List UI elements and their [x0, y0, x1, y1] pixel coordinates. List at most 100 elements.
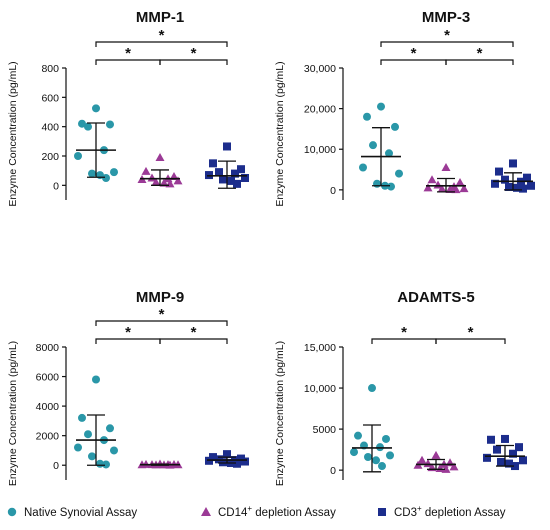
panel-title: MMP-1	[136, 9, 184, 26]
y-tick-label: 200	[41, 151, 59, 163]
data-point-square	[501, 434, 509, 443]
data-point-triangle	[423, 183, 433, 192]
data-point-square	[227, 176, 235, 185]
y-axis-label: Enzyme Concentration (pg/mL)	[274, 341, 286, 486]
data-point-circle	[106, 424, 114, 433]
data-point-square	[497, 457, 505, 466]
data-point-circle	[391, 122, 399, 131]
data-point-square	[509, 449, 517, 458]
significance-star: *	[125, 45, 131, 62]
data-point-square	[223, 450, 231, 459]
data-point-square	[513, 183, 521, 192]
y-axis-label: Enzyme Concentration (pg/mL)	[7, 61, 19, 206]
y-tick-label: 800	[41, 63, 59, 75]
data-point-square	[241, 457, 249, 466]
data-point-triangle	[155, 152, 165, 161]
chart-panel-2: MMP-3 Enzyme Concentration (pg/mL) 0 10,000…	[274, 9, 535, 207]
data-point-circle	[385, 149, 393, 158]
legend-label-rest: depletion Assay	[252, 507, 336, 519]
data-point-triangle	[451, 185, 461, 194]
data-point-triangle	[455, 178, 465, 187]
data-point-triangle	[141, 166, 151, 175]
data-point-triangle	[445, 184, 455, 193]
y-tick-label: 0	[53, 180, 59, 192]
data-point-circle	[354, 431, 362, 440]
data-point-triangle	[431, 450, 441, 459]
y-tick-label: 6000	[36, 372, 60, 384]
y-tick-label: 400	[41, 122, 59, 134]
chart-panel-3: MMP-9 Enzyme Concentration (pg/mL) 0 2000 40…	[7, 289, 249, 486]
data-point-square	[231, 169, 239, 178]
data-point-circle	[110, 168, 118, 177]
significance-star: *	[125, 324, 131, 341]
data-point-square	[233, 459, 241, 468]
legend-label-rest: depletion Assay	[422, 507, 506, 519]
data-point-triangle	[435, 464, 445, 473]
data-point-square	[215, 168, 223, 177]
significance-star: *	[411, 45, 417, 62]
y-tick-label: 600	[41, 92, 59, 104]
data-point-triangle	[441, 163, 451, 172]
data-point-triangle	[459, 184, 469, 193]
legend-label-main: CD3	[394, 507, 417, 519]
significance-star: *	[468, 324, 474, 341]
y-tick-label: 8000	[36, 342, 60, 354]
data-point-circle	[368, 384, 376, 393]
data-point-circle	[92, 104, 100, 113]
y-tick-label: 4000	[36, 401, 60, 413]
data-point-circle	[88, 169, 96, 178]
y-tick-label: 0	[53, 460, 59, 472]
legend-label: CD14+ depletion Assay	[218, 504, 336, 519]
legend-marker-square	[378, 508, 386, 516]
data-point-circle	[88, 452, 96, 461]
significance-bracket	[435, 338, 506, 344]
data-point-square	[493, 445, 501, 454]
y-tick-label: 10,000	[304, 383, 336, 395]
panel-title: ADAMTS-5	[397, 289, 475, 306]
y-axis-label: Enzyme Concentration (pg/mL)	[274, 61, 286, 206]
data-point-triangle	[173, 176, 183, 185]
data-point-triangle	[417, 455, 427, 464]
data-point-square	[487, 435, 495, 444]
significance-star: *	[401, 324, 407, 341]
y-tick-label: 2000	[36, 431, 60, 443]
data-point-circle	[387, 182, 395, 191]
significance-star: *	[191, 324, 197, 341]
data-point-circle	[74, 443, 82, 452]
legend-label-superscript: +	[417, 504, 422, 513]
data-point-triangle	[151, 177, 161, 186]
data-point-square	[505, 183, 513, 192]
data-point-circle	[378, 462, 386, 471]
data-point-circle	[372, 456, 380, 465]
y-tick-label: 5000	[313, 424, 337, 436]
data-point-square	[241, 174, 249, 182]
data-point-circle	[373, 179, 381, 188]
significance-bracket	[445, 59, 514, 65]
significance-bracket	[95, 320, 228, 326]
legend-label-main: CD14	[218, 507, 248, 519]
legend-marker-circle	[7, 507, 17, 517]
legend-label-superscript: +	[247, 504, 252, 513]
data-point-circle	[395, 169, 403, 178]
significance-star: *	[159, 27, 165, 44]
data-point-square	[509, 159, 517, 168]
data-point-triangle	[441, 464, 451, 473]
data-point-circle	[363, 112, 371, 121]
data-point-square	[519, 456, 527, 465]
data-point-circle	[386, 451, 394, 460]
data-point-circle	[102, 174, 110, 182]
data-point-square	[483, 453, 491, 462]
data-point-square	[219, 458, 227, 467]
data-point-square	[519, 184, 527, 193]
legend: Native Synovial Assay CD14+ depletion Ass…	[7, 504, 506, 519]
significance-bracket	[159, 59, 228, 65]
data-point-square	[491, 179, 499, 188]
significance-bracket	[159, 338, 228, 344]
y-tick-label: 10,000	[304, 144, 336, 156]
data-point-circle	[78, 119, 86, 128]
significance-bracket	[380, 41, 514, 47]
data-point-square	[511, 462, 519, 471]
y-tick-label: 0	[330, 185, 336, 197]
